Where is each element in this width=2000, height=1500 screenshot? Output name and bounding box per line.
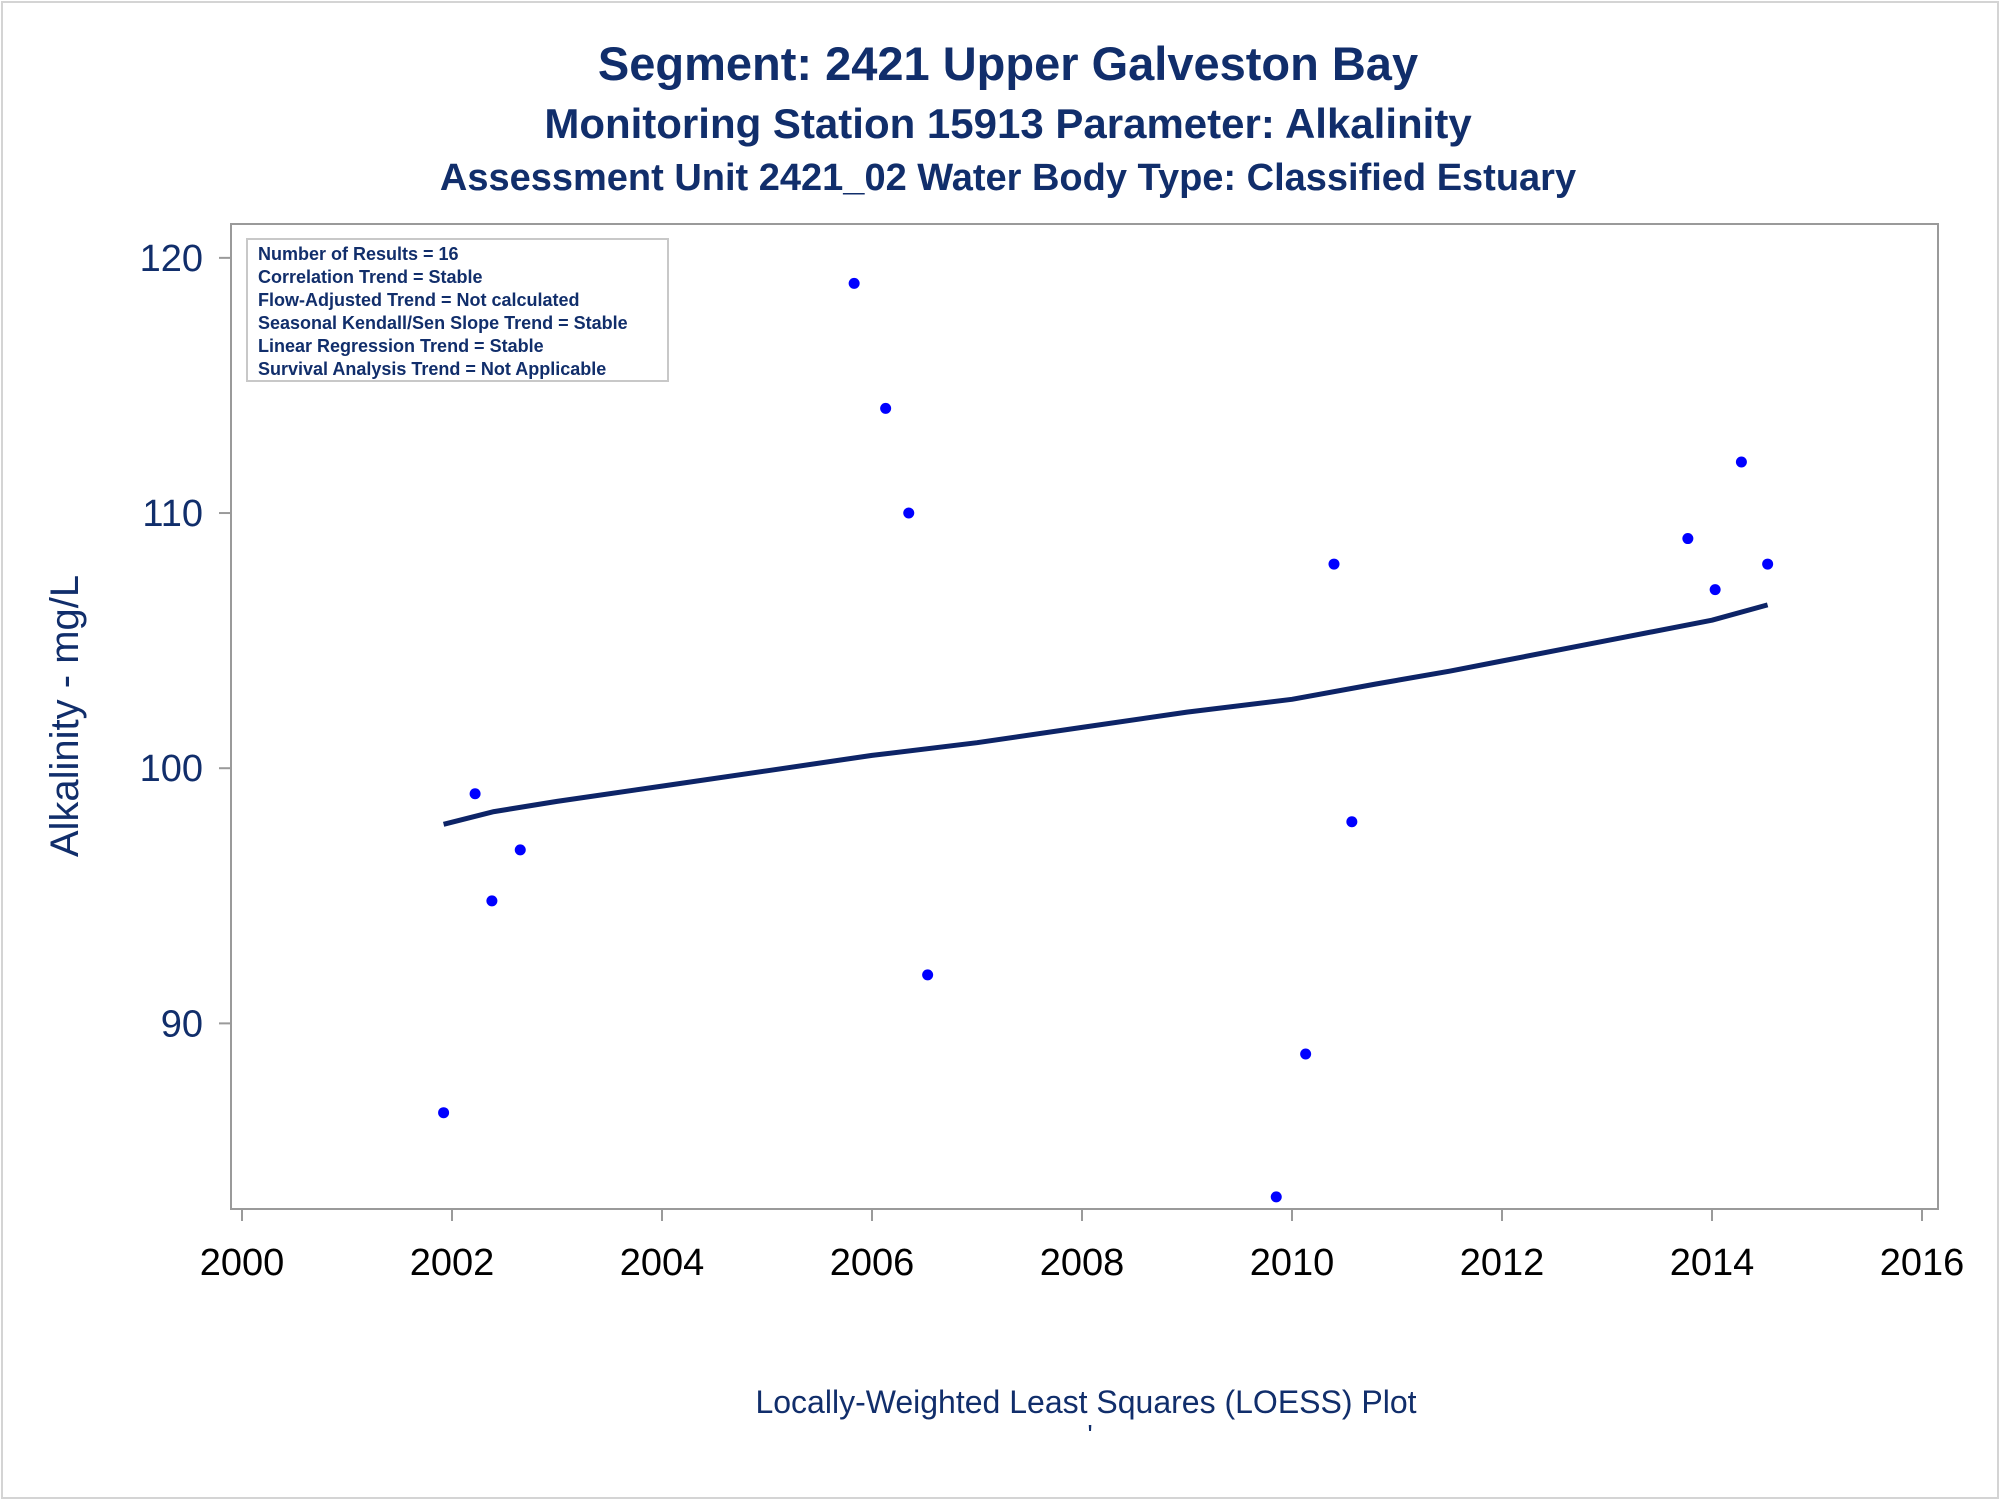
x-tick-label: 2004 — [620, 1242, 705, 1284]
info-box-line: Correlation Trend = Stable — [258, 267, 483, 287]
data-point — [438, 1107, 450, 1119]
data-point — [1270, 1191, 1282, 1203]
y-tick-label: 120 — [140, 238, 203, 280]
data-point — [1735, 456, 1747, 468]
x-tick-label: 2014 — [1670, 1242, 1755, 1284]
data-point — [514, 844, 526, 856]
loess-trend-line — [442, 602, 1769, 827]
footnote-mark: ' — [1087, 1419, 1092, 1450]
data-point — [1346, 816, 1358, 828]
data-point — [486, 895, 498, 907]
data-point — [1682, 533, 1694, 545]
info-box-line: Flow-Adjusted Trend = Not calculated — [258, 290, 580, 310]
x-tick-label: 2000 — [200, 1242, 285, 1284]
data-point — [903, 507, 915, 519]
x-tick-label: 2016 — [1880, 1242, 1965, 1284]
data-point — [1762, 558, 1774, 570]
chart-title: Segment: 2421 Upper Galveston Bay — [598, 37, 1418, 90]
data-point — [469, 788, 481, 800]
x-tick-label: 2010 — [1250, 1242, 1335, 1284]
x-axis: 2000 2002 2004 2006 2008 2010 2012 2014 2016 — [200, 1209, 1965, 1284]
x-tick-label: 2006 — [830, 1242, 915, 1284]
chart-subtitle-2: Assessment Unit 2421_02 Water Body Type:… — [440, 157, 1576, 199]
data-point — [1328, 558, 1340, 570]
data-point — [880, 402, 892, 414]
data-point — [1709, 584, 1721, 596]
y-axis: 90 100 110 120 — [140, 238, 231, 1045]
x-tick-label: 2012 — [1460, 1242, 1545, 1284]
data-points — [438, 277, 1774, 1203]
data-point — [922, 969, 934, 981]
chart-footnote: Locally-Weighted Least Squares (LOESS) P… — [755, 1384, 1416, 1420]
chart-subtitle-1: Monitoring Station 15913 Parameter: Alka… — [544, 100, 1472, 147]
y-tick-label: 110 — [142, 493, 203, 535]
info-box-line: Survival Analysis Trend = Not Applicable — [258, 359, 606, 379]
info-box-lines: Number of Results = 16 Correlation Trend … — [258, 244, 628, 379]
info-box-line: Number of Results = 16 — [258, 244, 459, 264]
plot-area — [230, 223, 1939, 1210]
x-tick-label: 2002 — [410, 1242, 495, 1284]
y-tick-label: 100 — [140, 748, 203, 790]
data-point — [848, 277, 860, 289]
data-point — [1300, 1048, 1312, 1060]
info-box-border — [246, 238, 669, 382]
info-box: Number of Results = 16 Correlation Trend … — [246, 238, 669, 382]
info-box-line: Seasonal Kendall/Sen Slope Trend = Stabl… — [258, 313, 628, 333]
info-box-line: Linear Regression Trend = Stable — [258, 336, 544, 356]
x-tick-label: 2008 — [1040, 1242, 1125, 1284]
y-tick-label: 90 — [161, 1003, 203, 1045]
y-axis-label: Alkalinity - mg/L — [43, 575, 87, 857]
